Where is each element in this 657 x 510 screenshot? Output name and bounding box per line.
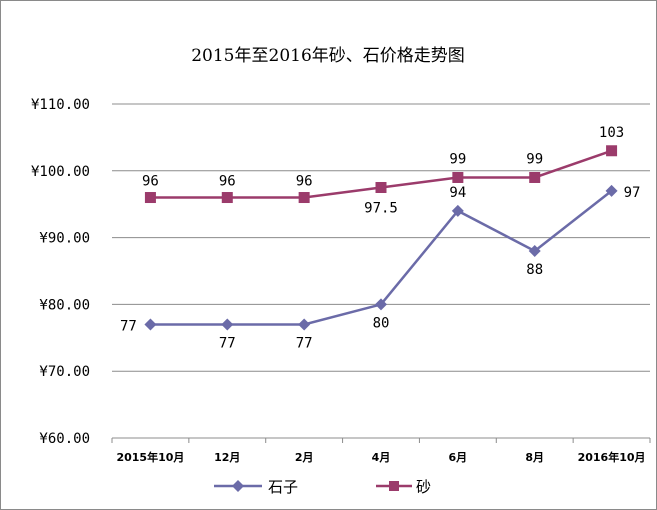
data-label-sand-2: 96 <box>296 174 313 190</box>
data-label-sand-5: 99 <box>526 151 543 167</box>
x-tick-label-4: 6月 <box>449 451 468 464</box>
y-tick-label-2: ¥90.00 <box>39 231 90 247</box>
series-layer: 77 77 77 80 94 88 97 96 96 96 97.5 99 99 103 <box>120 125 640 352</box>
data-point-sand-1 <box>221 192 233 204</box>
x-tick-label-3: 4月 <box>372 451 391 464</box>
series-stone: 77 77 77 80 94 88 97 <box>120 184 641 351</box>
legend-item-stone: 石子 <box>214 478 298 496</box>
legend-label-stone: 石子 <box>268 478 298 496</box>
gridlines <box>112 103 650 372</box>
data-label-sand-6: 103 <box>599 125 624 141</box>
x-tick-label-1: 12月 <box>214 451 240 464</box>
y-tick-label-5: ¥60.00 <box>39 431 90 447</box>
data-point-stone-5 <box>528 244 541 257</box>
data-point-sand-6 <box>606 145 618 157</box>
x-tick-label-6: 2016年10月 <box>578 450 646 464</box>
data-label-sand-4: 99 <box>449 151 466 167</box>
data-label-stone-0: 77 <box>120 318 137 334</box>
legend-item-sand: 砂 <box>376 478 431 496</box>
y-tick-label-3: ¥80.00 <box>39 297 90 313</box>
y-tick-label-0: ¥110.00 <box>31 97 90 113</box>
legend: 石子 砂 <box>214 478 431 496</box>
data-label-stone-5: 88 <box>526 262 543 278</box>
data-label-stone-1: 77 <box>219 335 236 351</box>
data-point-stone-2 <box>298 318 311 331</box>
y-axis-ticks: ¥110.00 ¥100.00 ¥90.00 ¥80.00 ¥70.00 ¥60.00 <box>31 97 90 447</box>
legend-marker-sand <box>389 481 399 491</box>
x-tick-label-2: 2月 <box>295 451 314 464</box>
data-point-sand-5 <box>529 171 541 183</box>
data-point-sand-3 <box>375 182 387 193</box>
data-point-stone-4 <box>451 204 464 217</box>
data-label-stone-4: 94 <box>449 185 466 201</box>
y-tick-label-4: ¥70.00 <box>39 364 90 380</box>
data-point-sand-4 <box>452 171 464 183</box>
x-axis-ticks: 2015年10月 12月 2月 4月 6月 8月 2016年10月 <box>116 450 645 464</box>
data-label-sand-1: 96 <box>219 174 236 190</box>
data-label-sand-3: 97.5 <box>364 201 398 217</box>
legend-label-sand: 砂 <box>416 478 431 496</box>
data-label-sand-0: 96 <box>142 174 159 190</box>
data-point-stone-6 <box>605 184 618 197</box>
series-sand: 96 96 96 97.5 99 99 103 <box>142 125 624 217</box>
data-point-sand-2 <box>298 192 310 204</box>
axes <box>111 437 651 443</box>
data-point-stone-1 <box>221 318 234 331</box>
data-point-stone-0 <box>144 318 157 331</box>
y-tick-label-1: ¥100.00 <box>31 164 90 180</box>
chart-title: 2015年至2016年砂、石价格走势图 <box>191 46 465 66</box>
legend-marker-stone <box>232 480 244 492</box>
data-point-sand-0 <box>144 192 156 204</box>
data-point-stone-3 <box>375 298 387 311</box>
data-label-stone-3: 80 <box>373 315 390 331</box>
x-tick-label-5: 8月 <box>525 451 544 464</box>
data-label-stone-2: 77 <box>296 335 313 351</box>
data-label-stone-6: 97 <box>624 185 641 201</box>
x-tick-label-0: 2015年10月 <box>116 450 184 464</box>
